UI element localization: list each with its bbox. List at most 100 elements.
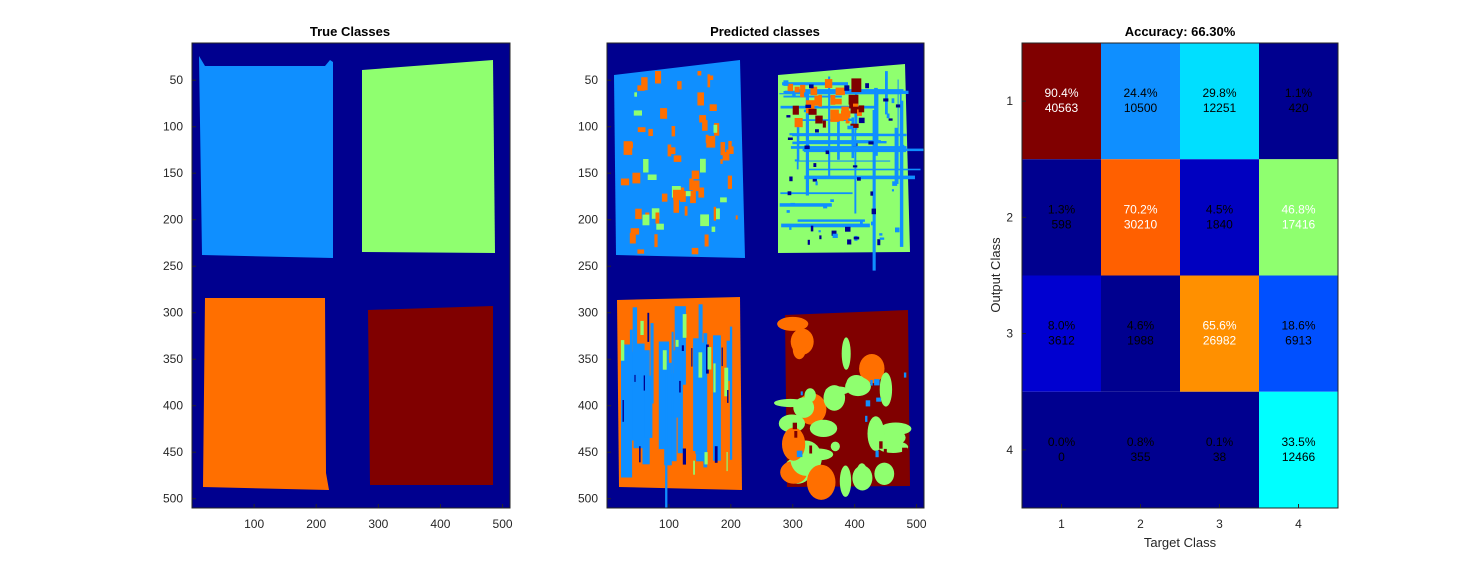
predicted-classes-xtick-label: 100 (659, 517, 679, 531)
pred-speckle (895, 104, 901, 108)
pred-speckle (720, 142, 726, 156)
pred-speckle (835, 87, 845, 96)
pred-streak (783, 95, 842, 98)
pred-streak (806, 140, 881, 142)
pred-blob (803, 448, 834, 461)
pred-speckle (803, 109, 806, 113)
true-classes-ytick-label: 400 (163, 399, 183, 413)
pred-top-right-speckles (779, 71, 924, 271)
pred-speckle (850, 123, 859, 128)
pred-speckle (697, 92, 704, 106)
pred-speckle (852, 141, 857, 146)
pred-speckle (673, 155, 682, 162)
cm-cell-percent: 65.6% (1202, 319, 1236, 333)
pred-streak (851, 117, 855, 159)
pred-speckle (805, 104, 812, 108)
true-classes-title: True Classes (310, 24, 390, 39)
pred-streak (894, 127, 899, 184)
pred-speckle (787, 191, 792, 196)
cm-cell-percent: 18.6% (1281, 319, 1315, 333)
pred-speckle (735, 215, 738, 220)
pred-blob (792, 339, 806, 360)
cm-cell (1101, 159, 1180, 276)
true-classes-xtick-label: 200 (306, 517, 326, 531)
cm-cell-count: 598 (1051, 217, 1071, 231)
cm-cell (1022, 391, 1101, 508)
true-region-class-2 (362, 60, 495, 253)
predicted-classes-ytick-label: 350 (578, 352, 598, 366)
predicted-classes-axes-box (606, 42, 925, 509)
pred-speckle (622, 400, 624, 422)
cm-cell-count: 26982 (1203, 334, 1237, 348)
pred-speckle (830, 95, 836, 105)
cm-cell-percent: 24.4% (1123, 86, 1157, 100)
pred-speckle (810, 225, 814, 232)
confusion-matrix-cells: 90.4%40563 24.4%10500 29.8%12251 1.1%420 1.3… (1022, 43, 1338, 508)
pred-speckle (832, 233, 838, 238)
pred-speckle (715, 208, 720, 220)
predicted-classes-ytick-label: 500 (578, 492, 598, 506)
pred-streak (784, 90, 909, 94)
pred-streak (801, 119, 853, 121)
pred-speckle (713, 363, 716, 393)
pred-speckle (809, 445, 813, 454)
pred-streak (780, 192, 853, 195)
pred-streak (790, 146, 907, 149)
pred-speckle (830, 199, 834, 202)
cm-cell (1180, 159, 1259, 276)
true-classes-ytick-label: 500 (163, 492, 183, 506)
predicted-classes-ytick-label: 300 (578, 306, 598, 320)
pred-speckle (714, 446, 718, 463)
pred-speckle (709, 104, 717, 111)
pred-speckle (852, 165, 858, 168)
pred-speckle (849, 97, 853, 109)
pred-streak (713, 335, 721, 461)
pred-top-left-speckles (620, 71, 738, 255)
pred-speckle (797, 366, 802, 374)
pred-speckle (794, 159, 798, 162)
pred-speckle (699, 115, 706, 123)
pred-speckle (892, 181, 898, 186)
pred-speckle (903, 372, 907, 378)
pred-blob (855, 463, 869, 490)
pred-speckle (812, 178, 817, 182)
pred-speckle (813, 163, 817, 167)
confusion-matrix-ticks: 1 2 3 4 1 2 3 4 (1006, 94, 1302, 531)
pred-streak (872, 110, 876, 271)
pred-speckle (848, 118, 853, 121)
true-classes-ytick-label: 350 (163, 352, 183, 366)
predicted-classes-ytick-label: 100 (578, 120, 598, 134)
pred-speckle (690, 190, 696, 204)
pred-speckle (888, 118, 893, 121)
pred-speckle (902, 447, 908, 456)
pred-speckle (673, 199, 679, 213)
true-classes-xtick-label: 500 (493, 517, 513, 531)
pred-speckle (720, 197, 727, 203)
pred-streak (799, 89, 904, 92)
pred-speckle (815, 181, 818, 186)
pred-speckle (787, 83, 794, 92)
pred-streak (797, 160, 891, 162)
pred-speckle (810, 86, 818, 96)
pred-speckle (870, 191, 874, 196)
cm-cell-percent: 0.0% (1048, 435, 1076, 449)
confusion-matrix-xlabel: Target Class (1144, 535, 1217, 550)
pred-speckle (804, 145, 810, 150)
pred-speckle (805, 433, 810, 436)
cm-xtick-label: 3 (1216, 517, 1223, 531)
true-classes-ytick-label: 300 (163, 306, 183, 320)
cm-cell-count: 6913 (1285, 334, 1312, 348)
pred-streak (837, 114, 840, 160)
predicted-classes-xtick-label: 400 (845, 517, 865, 531)
cm-cell-percent: 29.8% (1202, 86, 1236, 100)
pred-speckle (860, 220, 863, 224)
cm-cell (1022, 159, 1101, 276)
pred-blob (823, 385, 846, 411)
pred-speckle (786, 210, 790, 213)
predicted-classes-panel: Predicted classes 100 200 300 400 500 50 100 15… (578, 24, 927, 531)
true-region-class-1 (199, 56, 333, 258)
pred-speckle (845, 226, 851, 232)
pred-speckle (711, 226, 716, 232)
pred-speckle (640, 320, 644, 335)
pred-speckle (819, 235, 822, 240)
